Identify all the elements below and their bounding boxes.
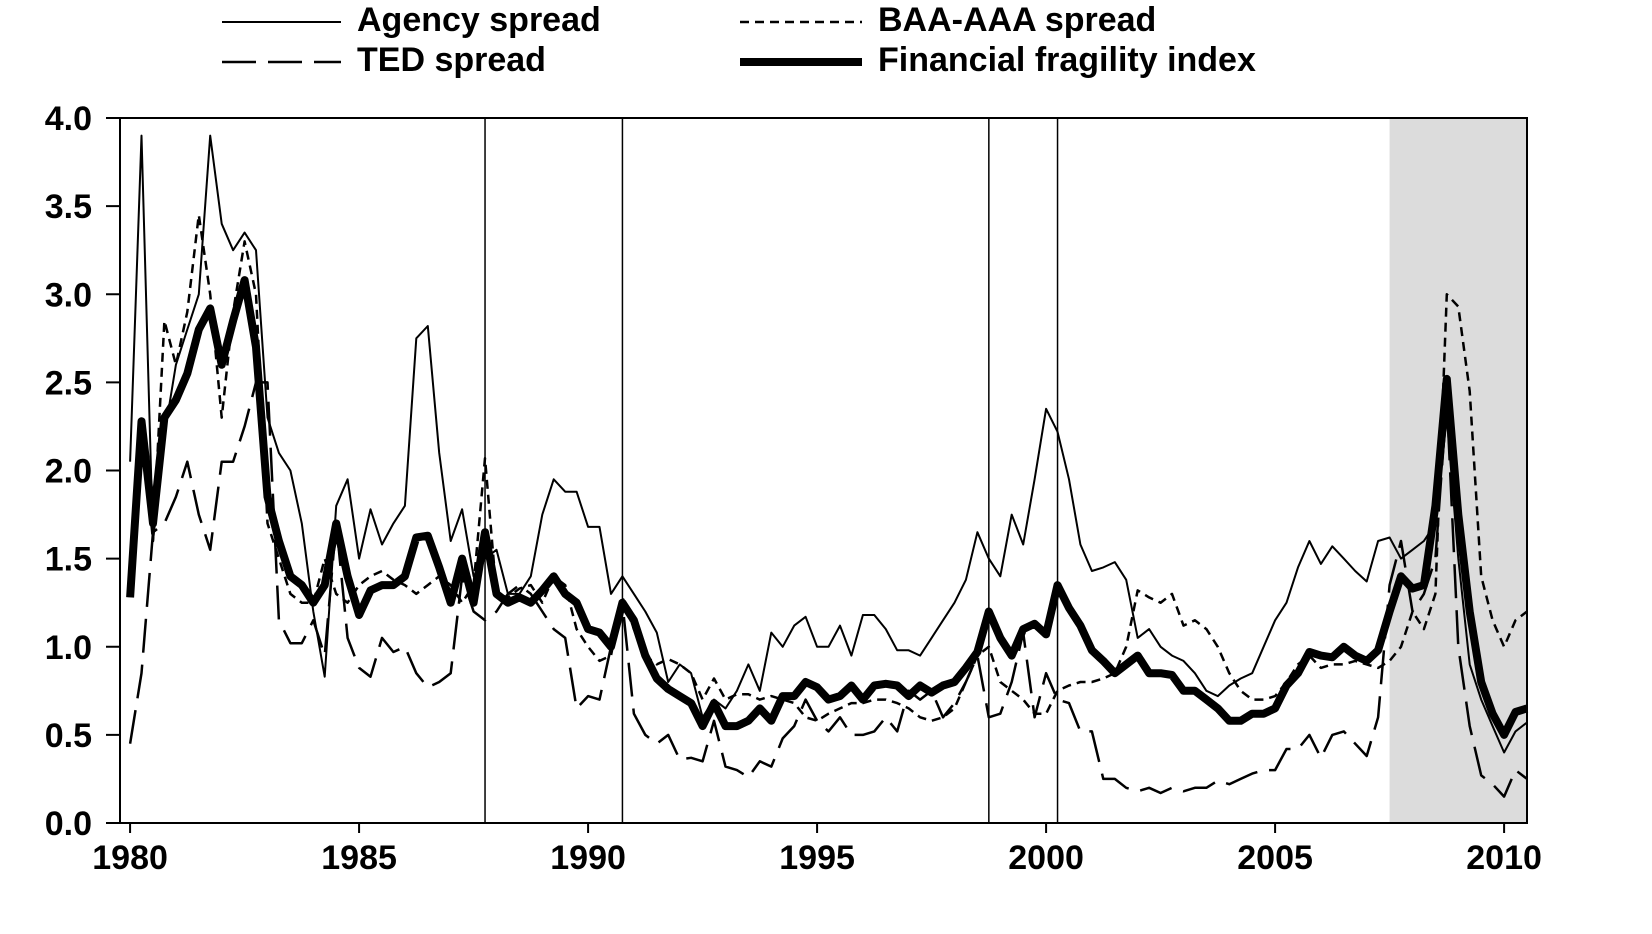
x-tick-label: 1985 xyxy=(321,839,397,877)
y-tick-label: 2.0 xyxy=(45,453,92,491)
x-tick-label: 2000 xyxy=(1008,839,1084,877)
series-line xyxy=(128,381,1528,798)
legend-label: Agency spread xyxy=(357,1,601,39)
y-tick-label: 0.0 xyxy=(45,805,92,843)
legend-label: TED spread xyxy=(357,41,546,79)
x-tick-label: 1995 xyxy=(779,839,855,877)
legend-label: Financial fragility index xyxy=(878,41,1256,79)
y-tick-label: 1.5 xyxy=(45,541,92,579)
series-line xyxy=(129,134,1528,754)
plot-frame xyxy=(119,117,1528,824)
series-line xyxy=(128,213,1528,723)
x-tick-label: 1980 xyxy=(92,839,168,877)
legend-label: BAA-AAA spread xyxy=(878,1,1156,39)
x-tick-label: 2010 xyxy=(1466,839,1542,877)
series-line xyxy=(126,276,1529,739)
x-tick-label: 1990 xyxy=(550,839,626,877)
y-tick-label: 2.5 xyxy=(45,364,92,402)
x-tick-label: 2005 xyxy=(1237,839,1313,877)
y-tick-label: 0.5 xyxy=(45,717,92,755)
y-tick-label: 1.0 xyxy=(45,629,92,667)
y-tick-label: 3.0 xyxy=(45,276,92,314)
y-tick-label: 3.5 xyxy=(45,188,92,226)
y-tick-label: 4.0 xyxy=(45,100,92,138)
